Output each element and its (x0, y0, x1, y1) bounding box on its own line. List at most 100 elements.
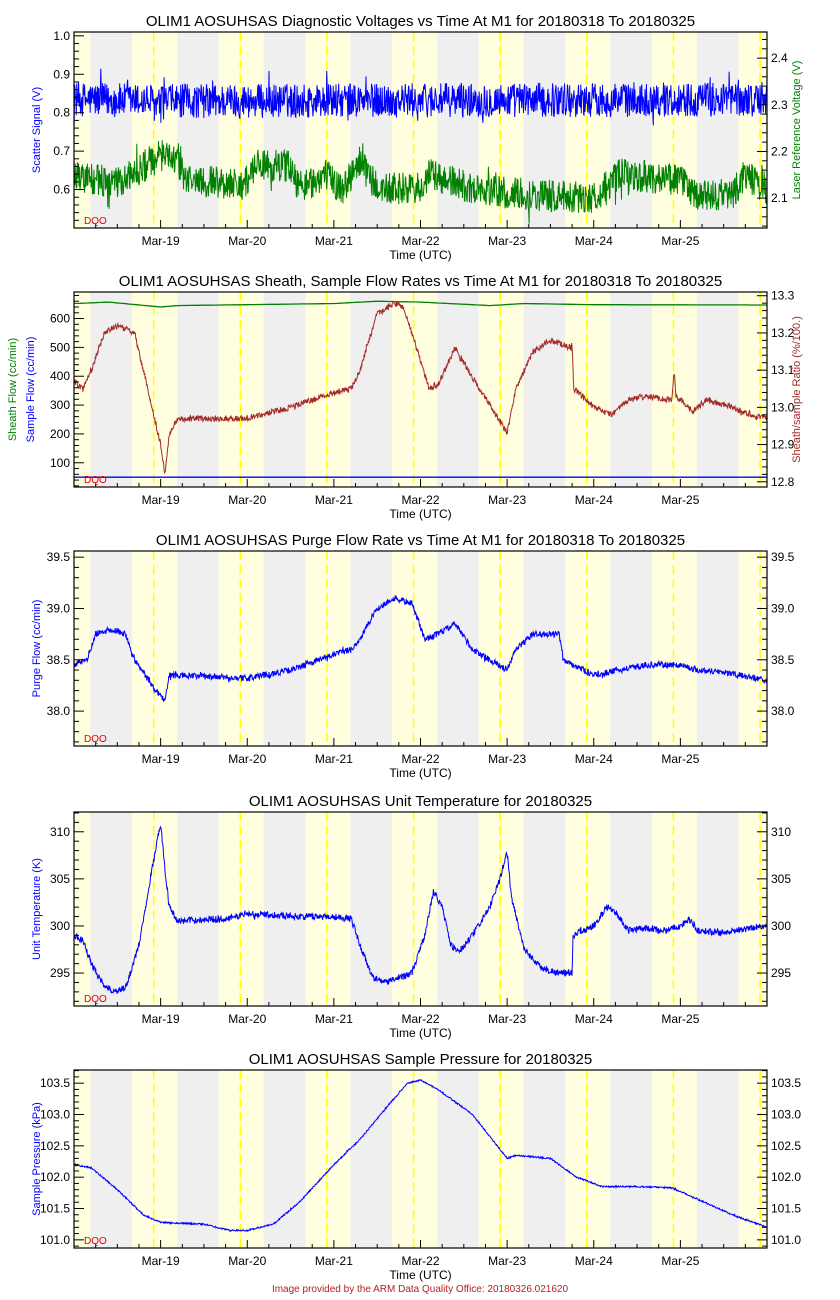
daylight-shading (478, 812, 524, 1006)
y-tick-label: 100 (50, 456, 70, 470)
panel-5: OLIM1 AOSUHSAS Sample Pressure for 20180… (31, 1051, 801, 1282)
y2-tick-label: 103.5 (771, 1076, 801, 1090)
daylight-shading (132, 551, 178, 746)
y2-tick-label: 295 (771, 966, 791, 980)
x-tick-label: Mar-24 (575, 1254, 613, 1268)
series-unit-temperature (73, 825, 768, 994)
panel-4: OLIM1 AOSUHSAS Unit Temperature for 2018… (31, 793, 791, 1040)
x-tick-label: Mar-20 (228, 1254, 266, 1268)
y-tick-label: 500 (50, 340, 70, 354)
y2-tick-label: 38.0 (771, 704, 795, 718)
y-tick-label: 400 (50, 369, 70, 383)
daylight-shading (218, 1070, 264, 1248)
y-axis-label: Sample Pressure (kPa) (31, 1102, 43, 1216)
x-tick-label: Mar-25 (661, 234, 699, 248)
dqo-flag: DQO (84, 216, 107, 227)
x-tick-label: Mar-21 (315, 234, 353, 248)
y-tick-label: 0.9 (53, 67, 70, 81)
y2-axis-label: Sheath/sample Ratio (%/100.) (791, 316, 803, 463)
x-tick-label: Mar-20 (228, 493, 266, 507)
series-laser-reference-voltage (73, 140, 768, 224)
dqo-flag: DQO (84, 1236, 107, 1247)
daylight-shading (738, 292, 767, 487)
daylight-shading (74, 551, 91, 746)
x-tick-label: Mar-22 (401, 1254, 439, 1268)
x-tick-label: Mar-19 (142, 493, 180, 507)
series-sheath-sample-ratio (73, 300, 768, 475)
x-tick-label: Mar-25 (661, 1254, 699, 1268)
daylight-shading (132, 1070, 178, 1248)
x-tick-label: Mar-22 (401, 752, 439, 766)
x-tick-label: Mar-21 (315, 1012, 353, 1026)
x-tick-label: Mar-20 (228, 1012, 266, 1026)
x-tick-label: Mar-23 (488, 493, 526, 507)
y-tick-label: 0.7 (53, 144, 70, 158)
panel-1: OLIM1 AOSUHSAS Diagnostic Voltages vs Ti… (31, 13, 803, 262)
daylight-shading (565, 551, 611, 746)
y2-tick-label: 305 (771, 872, 791, 886)
y2-tick-label: 39.0 (771, 601, 795, 615)
y-tick-label: 600 (50, 312, 70, 326)
y2-tick-label: 101.0 (771, 1233, 801, 1247)
daylight-shading (218, 32, 264, 228)
y2-tick-label: 12.9 (771, 438, 795, 452)
x-axis-label: Time (UTC) (389, 1268, 451, 1282)
y-tick-label: 101.0 (40, 1233, 70, 1247)
x-tick-label: Mar-21 (315, 752, 353, 766)
series-purge-flow (73, 595, 768, 702)
x-tick-label: Mar-21 (315, 1254, 353, 1268)
y2-axis-label: Laser Reference Voltage (V) (791, 61, 803, 200)
daylight-shading (305, 551, 351, 746)
y2-tick-label: 2.2 (771, 144, 788, 158)
daylight-shading (305, 1070, 351, 1248)
y-tick-label: 102.5 (40, 1139, 70, 1153)
daylight-shading (218, 292, 264, 487)
y2-tick-label: 310 (771, 825, 791, 839)
daylight-shading (391, 292, 437, 487)
x-tick-label: Mar-22 (401, 493, 439, 507)
daylight-shading (218, 812, 264, 1006)
x-tick-label: Mar-23 (488, 1012, 526, 1026)
chart-title: OLIM1 AOSUHSAS Purge Flow Rate vs Time A… (156, 532, 685, 549)
x-tick-label: Mar-19 (142, 1012, 180, 1026)
y2-tick-label: 103.0 (771, 1108, 801, 1122)
y-tick-label: 295 (50, 966, 70, 980)
y2-tick-label: 39.5 (771, 550, 795, 564)
y-axis-label: Unit Temperature (K) (31, 858, 43, 960)
daylight-shading (391, 551, 437, 746)
y-tick-label: 39.0 (47, 601, 71, 615)
y2-tick-label: 13.0 (771, 400, 795, 414)
series-sheath-flow (73, 300, 767, 308)
y-tick-label: 39.5 (47, 550, 71, 564)
y-tick-label: 103.5 (40, 1076, 70, 1090)
y2-tick-label: 13.2 (771, 326, 795, 340)
y2-tick-label: 102.0 (771, 1170, 801, 1184)
x-axis-label: Time (UTC) (389, 248, 451, 262)
y-axis-label: Sample Flow (cc/min) (25, 337, 37, 443)
y-tick-label: 0.8 (53, 106, 70, 120)
daylight-shading (132, 292, 178, 487)
dqo-flag: DQO (84, 994, 107, 1005)
chart-title: OLIM1 AOSUHSAS Diagnostic Voltages vs Ti… (146, 13, 695, 30)
x-tick-label: Mar-19 (142, 1254, 180, 1268)
chart-title: OLIM1 AOSUHSAS Sample Pressure for 20180… (249, 1051, 593, 1068)
daylight-shading (478, 1070, 524, 1248)
daylight-shading (218, 551, 264, 746)
series-sample-pressure (73, 1078, 768, 1233)
x-tick-label: Mar-20 (228, 752, 266, 766)
y-tick-label: 102.0 (40, 1170, 70, 1184)
daylight-shading (565, 812, 611, 1006)
y2-tick-label: 2.1 (771, 191, 788, 205)
daylight-shading (305, 32, 351, 228)
y-tick-label: 103.0 (40, 1108, 70, 1122)
y2-tick-label: 38.5 (771, 653, 795, 667)
y2-tick-label: 12.8 (771, 475, 795, 489)
y-tick-label: 1.0 (53, 29, 70, 43)
daylight-shading (565, 1070, 611, 1248)
y-axis-label: Scatter Signal (V) (31, 87, 43, 173)
chart-title: OLIM1 AOSUHSAS Sheath, Sample Flow Rates… (119, 273, 722, 290)
x-tick-label: Mar-24 (575, 1012, 613, 1026)
y-axis-label: Sheath Flow (cc/min) (7, 338, 19, 441)
daylight-shading (132, 812, 178, 1006)
